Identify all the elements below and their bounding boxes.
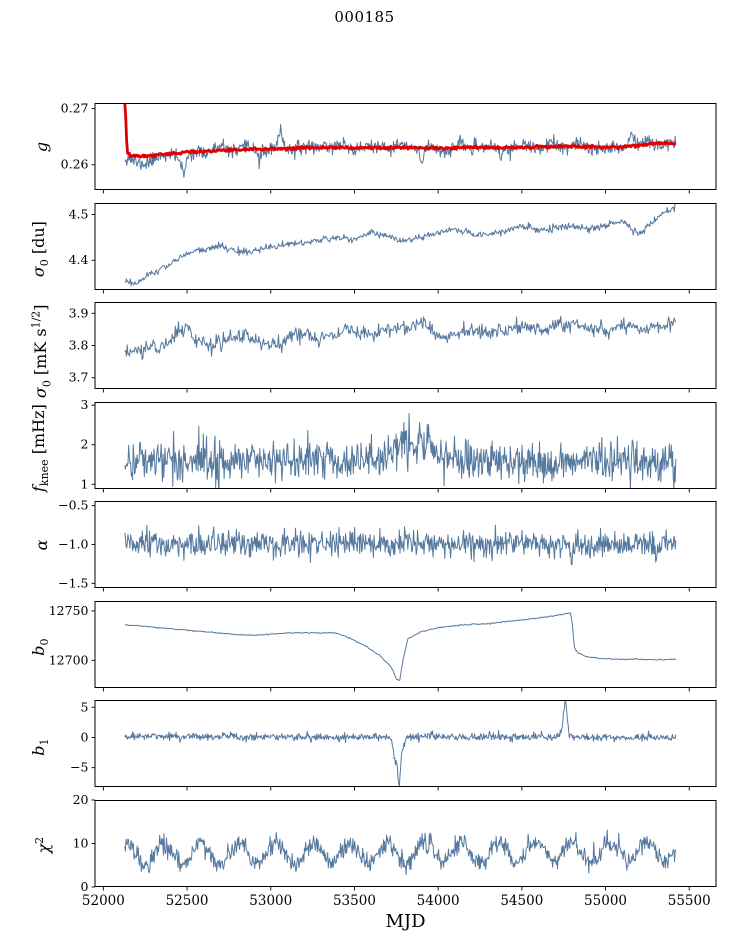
series-f-knee [124,412,677,489]
ytick-label-sigma0-mk: 3.8 [69,338,89,353]
ytick-label-sigma0-mk: 3.7 [69,370,89,385]
panel-b1: −5 0 5 [70,699,717,791]
xtick-label: 54500 [500,893,543,909]
ytick-label-sigma0-du: 4.5 [69,206,89,221]
ytick-label-b1: 5 [81,699,89,714]
ytick-label-b1: −5 [70,760,88,775]
xtick-label: 53000 [249,893,292,909]
panel-b0: 12700 12750 [49,600,717,691]
ytick-label-g: 0.26 [61,157,89,172]
panel-chi2: 0 10 20 52000 52500 53000 53500 54000 54500 55000… [73,792,717,909]
x-axis-label: MJD [385,911,426,932]
ytick-label-f-knee: 2 [81,436,89,451]
series-alpha [124,524,677,566]
ytick-label-alpha: −1.5 [58,575,88,590]
xtick-label: 52000 [82,893,125,909]
ytick-label-sigma0-du: 4.4 [69,252,89,267]
series-chi2 [124,829,677,875]
series-sigma0-du [124,202,677,286]
ytick-label-alpha: −1.0 [58,537,88,552]
xtick-label: 55000 [584,893,627,909]
ytick-label-sigma0-mk: 3.9 [69,305,89,320]
ytick-label-g: 0.27 [61,101,89,116]
ytick-label-chi2: 10 [73,835,89,850]
ytick-label-b1: 0 [81,729,89,744]
series-b0 [124,611,677,681]
series-g-smooth [123,103,677,159]
panel-alpha: −1.5 −1.0 −0.5 [58,498,717,592]
xtick-label: 53500 [333,893,376,909]
ytick-label-b0: 12750 [49,602,89,617]
series-b1 [124,700,677,787]
series-sigma0-mk [124,315,677,360]
panel-f-knee: 1 2 3 [81,397,717,492]
ytick-label-chi2: 20 [73,792,89,807]
ytick-label-f-knee: 3 [81,397,89,412]
xtick-label: 54000 [417,893,460,909]
panel-g: 0.26 0.27 [61,101,717,194]
ytick-label-b0: 12700 [49,652,89,667]
figure-title: 000185 [334,8,395,26]
ytick-label-f-knee: 1 [81,476,89,491]
ytick-label-chi2: 0 [81,879,89,894]
y-axis-label-chi2: χ2 [32,836,54,854]
xtick-label: 55500 [668,893,711,909]
panel-sigma0-du: 4.4 4.5 [69,202,717,293]
xtick-label: 52500 [166,893,209,909]
ytick-label-alpha: −0.5 [58,498,88,513]
panel-sigma0-mk: 3.7 3.8 3.9 [69,302,717,393]
